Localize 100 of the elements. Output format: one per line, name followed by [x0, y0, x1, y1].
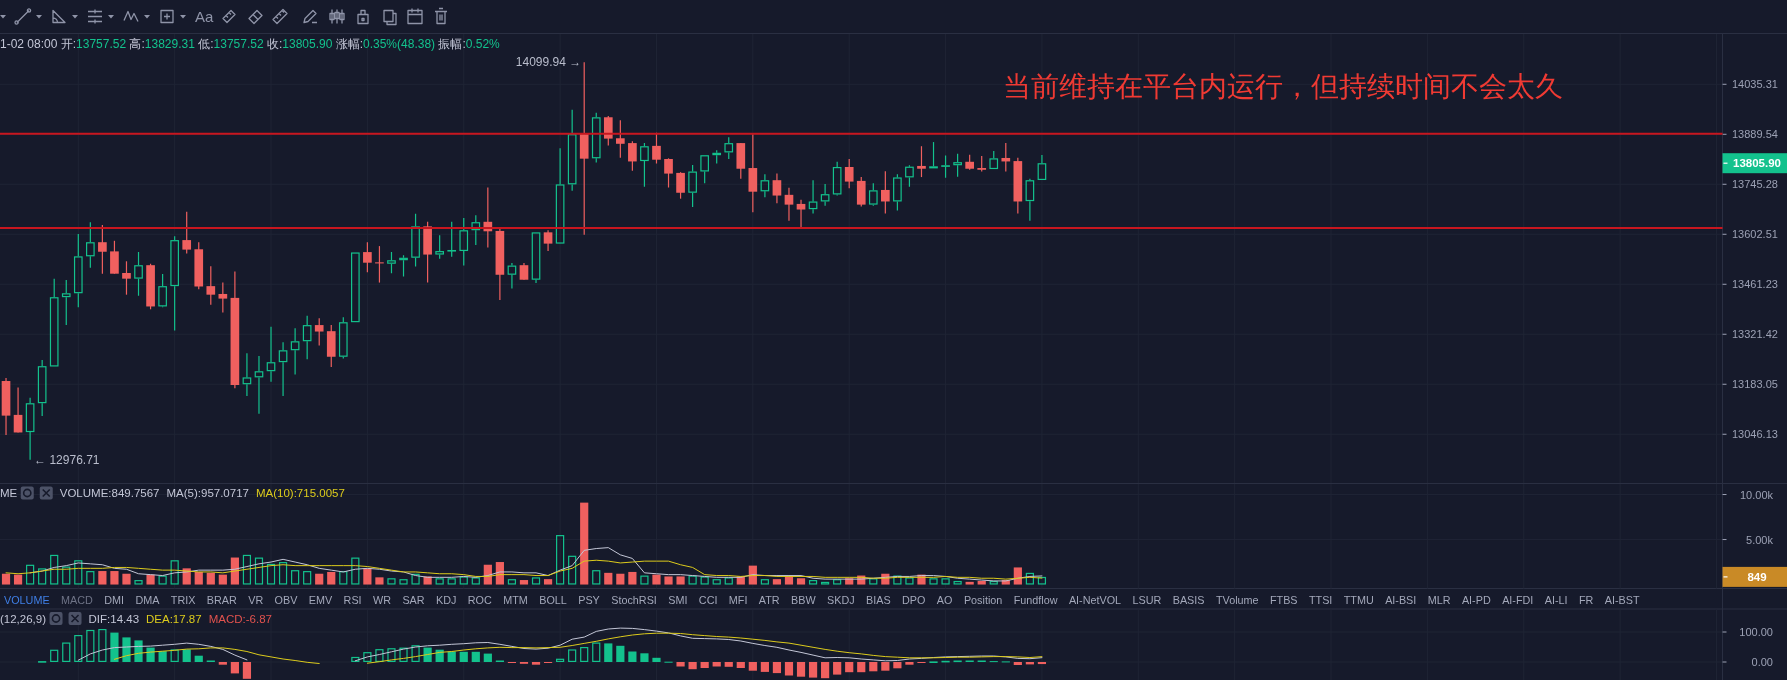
bar [182, 649, 191, 662]
bar [471, 577, 480, 585]
text: AI-LI [1544, 593, 1568, 606]
text: FTBS [1269, 593, 1298, 606]
line-series [5, 559, 1043, 580]
bar [387, 578, 396, 585]
bar [748, 662, 757, 671]
text: ATR [758, 593, 780, 606]
y-tick-label: 13046.13 [1732, 428, 1778, 441]
y-tick-label: 13183.05 [1732, 378, 1778, 391]
series-label: DIF:14.43 [88, 612, 140, 625]
text: DMI [104, 593, 124, 606]
y-tick-label: 14035.31 [1732, 78, 1778, 91]
bar [315, 573, 324, 585]
bar [712, 579, 721, 585]
text: MACD:-6.87 [208, 612, 272, 625]
candlestick [61, 279, 71, 326]
bar [291, 570, 300, 585]
bar [929, 578, 938, 585]
bar [688, 575, 697, 585]
candlestick [748, 133, 758, 213]
bar [519, 580, 529, 585]
bar [953, 580, 962, 585]
text: SMI [668, 593, 688, 606]
candlestick [447, 221, 457, 258]
candlestick [507, 262, 517, 290]
bar [218, 574, 227, 585]
bar [676, 576, 685, 585]
candlestick [784, 187, 794, 222]
bar [845, 662, 854, 673]
bar [1, 573, 11, 585]
bar [580, 502, 589, 585]
bar [724, 577, 733, 585]
bar [86, 629, 95, 662]
candlestick [1037, 154, 1047, 181]
bar [628, 651, 637, 662]
bar [146, 647, 155, 662]
text: AI-NetVOL [1068, 593, 1122, 606]
text: PSY [578, 593, 600, 606]
bar [808, 580, 818, 585]
candlestick [652, 132, 661, 165]
candlestick [49, 278, 59, 367]
candlestick [290, 327, 300, 376]
bar [1025, 572, 1034, 585]
text: AI-BST [1604, 593, 1640, 606]
bar [242, 554, 252, 585]
bar [821, 581, 830, 585]
bar [158, 651, 167, 662]
candlestick [543, 229, 553, 252]
candlestick [808, 179, 818, 214]
bar [893, 662, 902, 669]
bar [760, 579, 769, 585]
bar [784, 662, 794, 676]
bar [411, 645, 420, 662]
bar [110, 571, 119, 585]
text: StochRSI [611, 593, 657, 606]
text: MA(10):715.0057 [255, 487, 345, 499]
bar [62, 566, 71, 585]
candlestick [917, 145, 926, 178]
text: MLR [1427, 593, 1451, 606]
bar [796, 578, 806, 585]
candlestick [37, 359, 47, 417]
candlestick [531, 232, 541, 284]
text: KDJ [436, 593, 457, 606]
candlestick [206, 265, 216, 306]
text: VOLUME [4, 593, 50, 606]
candlestick [881, 170, 890, 214]
bar [194, 655, 203, 662]
text: MTM [503, 593, 528, 606]
bar [833, 662, 842, 675]
y-tick-label: 13602.51 [1732, 228, 1778, 241]
bar [339, 571, 348, 585]
text: DEA:17.87 [146, 612, 202, 625]
bar [351, 557, 360, 585]
text: OBV [274, 593, 299, 606]
bar [580, 647, 589, 662]
bar [218, 662, 227, 665]
text: TVolume [1215, 593, 1259, 606]
text: AO [936, 593, 953, 606]
candlestick [375, 245, 384, 284]
candlestick [603, 115, 613, 147]
bar [869, 578, 878, 585]
bar [38, 568, 47, 585]
candlestick [905, 166, 914, 188]
text: FR [1578, 593, 1594, 606]
bar [965, 581, 974, 585]
bar [604, 643, 613, 662]
bar [447, 651, 456, 662]
candlestick [1001, 142, 1011, 173]
bar [158, 575, 167, 585]
bar [387, 648, 396, 662]
y-tick-label: 13461.23 [1732, 278, 1778, 291]
bar [86, 571, 95, 585]
bar [375, 649, 384, 662]
candlestick [941, 154, 950, 179]
chart-title: ME [0, 487, 18, 499]
text: EMV [308, 593, 333, 606]
bar [531, 662, 541, 665]
candlestick [676, 171, 685, 200]
text: DPO [902, 593, 926, 606]
